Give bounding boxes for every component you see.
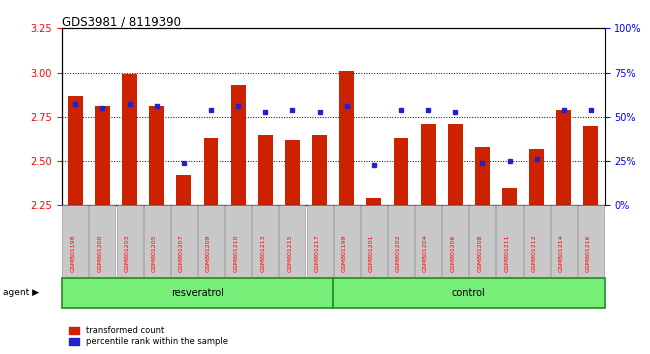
- Text: GSM801215: GSM801215: [287, 235, 292, 272]
- Text: GSM801214: GSM801214: [559, 234, 564, 272]
- Bar: [150, 106, 164, 205]
- Bar: [122, 74, 137, 205]
- Text: GSM801199: GSM801199: [342, 234, 346, 272]
- Text: control: control: [452, 288, 486, 298]
- Bar: [68, 96, 83, 205]
- Text: resveratrol: resveratrol: [171, 288, 224, 298]
- Text: GSM801204: GSM801204: [423, 234, 428, 272]
- Text: GSM801200: GSM801200: [98, 235, 103, 272]
- Text: GSM801198: GSM801198: [70, 235, 75, 272]
- Text: GSM801208: GSM801208: [477, 235, 482, 272]
- Text: GSM801210: GSM801210: [233, 235, 238, 272]
- Bar: [448, 124, 463, 205]
- Text: agent ▶: agent ▶: [3, 289, 39, 297]
- Text: GSM801216: GSM801216: [586, 235, 591, 272]
- Bar: [556, 110, 571, 205]
- Text: GSM801211: GSM801211: [504, 235, 510, 272]
- Text: GDS3981 / 8119390: GDS3981 / 8119390: [62, 16, 181, 29]
- Text: GSM801203: GSM801203: [125, 234, 129, 272]
- Bar: [584, 126, 599, 205]
- Text: GSM801213: GSM801213: [260, 234, 265, 272]
- Text: GSM801205: GSM801205: [151, 235, 157, 272]
- Legend: transformed count, percentile rank within the sample: transformed count, percentile rank withi…: [66, 322, 231, 350]
- Bar: [421, 124, 436, 205]
- Bar: [203, 138, 218, 205]
- Text: GSM801217: GSM801217: [315, 234, 320, 272]
- Text: GSM801201: GSM801201: [369, 235, 374, 272]
- Bar: [95, 106, 110, 205]
- Text: GSM801209: GSM801209: [206, 234, 211, 272]
- Bar: [312, 135, 327, 205]
- Bar: [502, 188, 517, 205]
- Bar: [393, 138, 408, 205]
- Bar: [475, 147, 490, 205]
- Bar: [529, 149, 544, 205]
- Bar: [339, 71, 354, 205]
- Text: GSM801212: GSM801212: [532, 234, 537, 272]
- Text: GSM801207: GSM801207: [179, 234, 184, 272]
- Text: GSM801206: GSM801206: [450, 235, 455, 272]
- Bar: [176, 175, 191, 205]
- Bar: [231, 85, 246, 205]
- Text: GSM801202: GSM801202: [396, 234, 401, 272]
- Bar: [285, 140, 300, 205]
- Bar: [258, 135, 273, 205]
- Bar: [367, 198, 382, 205]
